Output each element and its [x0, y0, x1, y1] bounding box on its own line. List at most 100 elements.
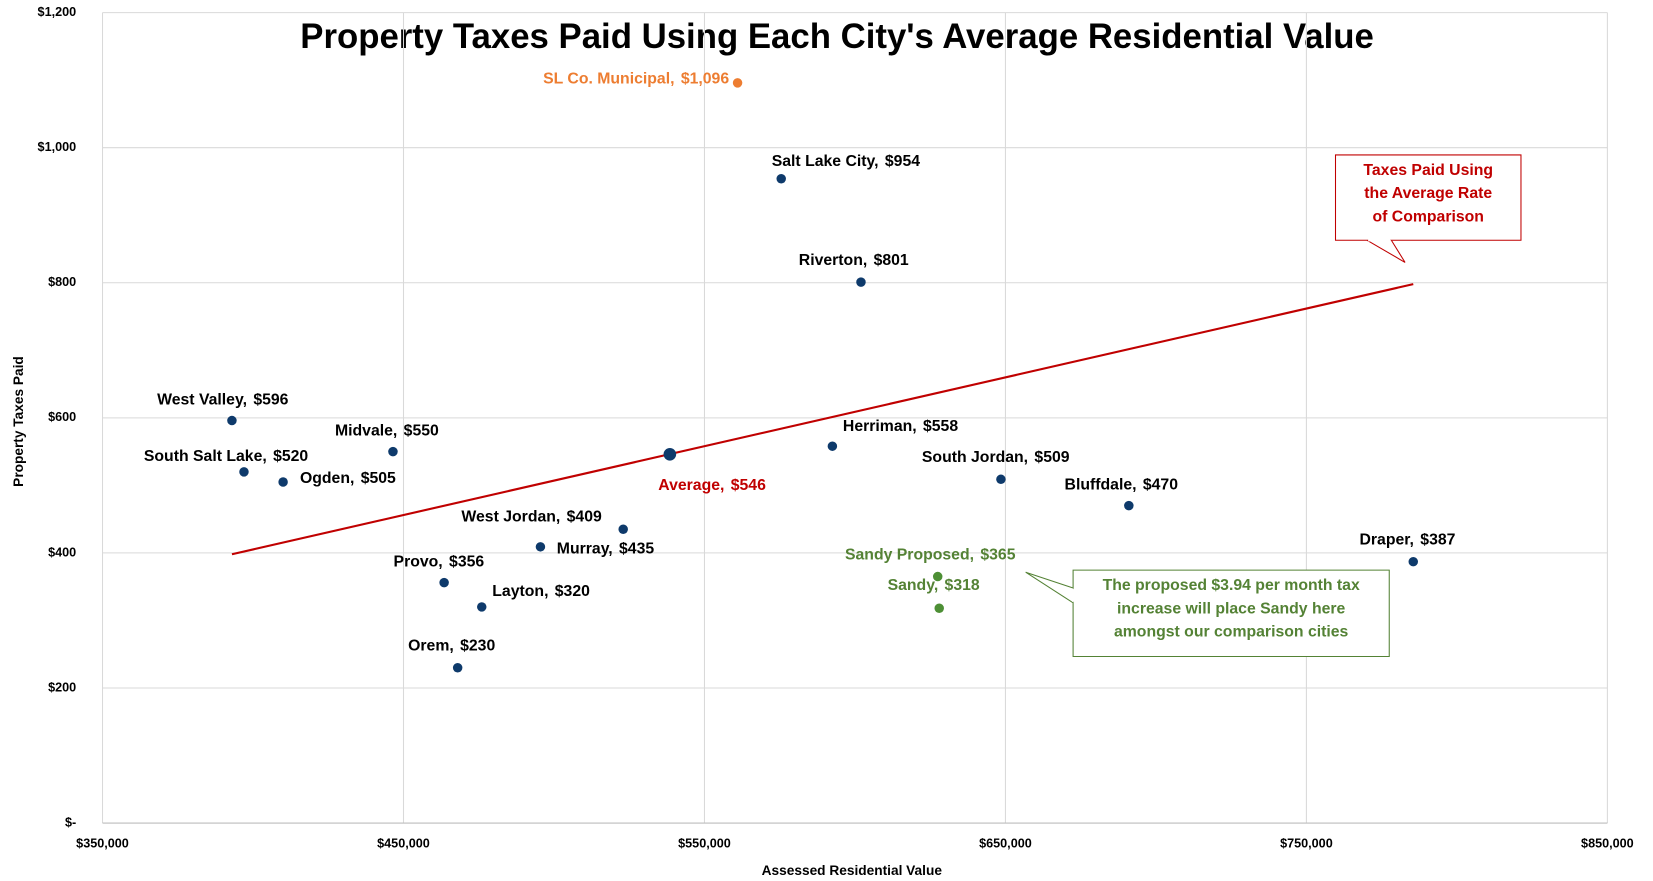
point — [996, 474, 1006, 485]
data-label: South Jordan, $509 — [922, 449, 1070, 466]
point-name: Sandy, — [888, 577, 939, 594]
value-label: $509 — [1034, 449, 1069, 466]
point — [1408, 556, 1419, 567]
data-label: Layton, $320 — [492, 583, 590, 600]
y-axis-label: Property Taxes Paid — [11, 356, 26, 487]
data-label: Average, $546 — [658, 477, 766, 494]
point-name: Bluffdale, — [1065, 477, 1137, 494]
callout-box — [1072, 569, 1390, 658]
point — [663, 447, 677, 461]
point — [278, 477, 288, 487]
callout-box — [1334, 154, 1522, 241]
x-axis-label: Assessed Residential Value — [762, 863, 943, 878]
point-name: Midvale, — [335, 423, 397, 440]
trend-line — [231, 283, 1414, 556]
data-label: West Valley, $596 — [157, 392, 289, 409]
value-label: $550 — [404, 423, 439, 440]
value-label: $365 — [980, 547, 1015, 564]
y-tick-label: $1,200 — [38, 5, 77, 19]
x-tick-label: $650,000 — [979, 836, 1032, 850]
value-label: $435 — [619, 540, 654, 557]
value-label: $470 — [1143, 477, 1178, 494]
value-label: $230 — [460, 638, 495, 655]
x-tick-label: $350,000 — [76, 836, 129, 850]
y-tick-label: $800 — [48, 275, 76, 289]
annotation-text: The proposed $3.94 per month tax — [1103, 577, 1360, 594]
value-label: $409 — [567, 508, 602, 525]
value-label: $320 — [555, 583, 590, 600]
data-label: Sandy, $318 — [888, 577, 980, 594]
point — [535, 542, 546, 552]
value-label: $387 — [1420, 532, 1455, 549]
value-label: $318 — [945, 577, 980, 594]
point — [934, 603, 944, 614]
value-label: $505 — [361, 470, 396, 487]
point — [239, 467, 249, 477]
value-label: $356 — [449, 554, 484, 571]
data-label: Bluffdale, $470 — [1065, 477, 1179, 494]
point-name: Murray, — [557, 540, 613, 557]
x-tick-label: $850,000 — [1581, 836, 1634, 850]
point — [856, 277, 866, 287]
annotation-text: amongst our comparison cities — [1114, 623, 1349, 640]
data-label: Midvale, $550 — [335, 423, 439, 440]
y-tick-label: $400 — [48, 545, 76, 559]
point-name: Ogden, — [300, 470, 354, 487]
callout-pointer — [1366, 239, 1406, 263]
data-label: South Salt Lake, $520 — [144, 448, 309, 465]
point-name: Draper, — [1360, 532, 1414, 549]
data-label: Sandy Proposed, $365 — [845, 547, 1016, 564]
point — [827, 441, 838, 451]
point — [1124, 500, 1134, 511]
y-tick-label: $600 — [48, 410, 76, 424]
point — [227, 415, 237, 426]
point-name: Provo, — [394, 554, 443, 571]
point — [732, 78, 743, 88]
point-name: South Jordan, — [922, 449, 1028, 466]
value-label: $596 — [253, 392, 288, 409]
value-label: $954 — [885, 153, 920, 170]
point-name: West Valley, — [157, 392, 247, 409]
annotation-text: Taxes Paid Using — [1363, 162, 1493, 179]
x-tick-label: $750,000 — [1280, 836, 1333, 850]
point-name: Average, — [658, 477, 724, 494]
point-name: Herriman, — [843, 418, 917, 435]
point — [388, 446, 398, 457]
value-label: $1,096 — [681, 71, 730, 88]
data-label: Salt Lake City, $954 — [772, 153, 921, 170]
annotation-text: increase will place Sandy here — [1117, 600, 1346, 617]
point — [439, 577, 449, 588]
point-name: Sandy Proposed, — [845, 547, 974, 564]
data-label: West Jordan, $409 — [461, 508, 602, 525]
point-name: South Salt Lake, — [144, 448, 267, 465]
point-name: Orem, — [408, 638, 454, 655]
y-tick-label: $- — [65, 815, 76, 829]
point — [776, 174, 786, 184]
x-tick-label: $550,000 — [678, 836, 731, 850]
data-label: Orem, $230 — [408, 638, 495, 655]
data-label: Provo, $356 — [394, 554, 485, 571]
value-label: $520 — [273, 448, 308, 465]
data-label: Herriman, $558 — [843, 418, 958, 435]
value-label: $801 — [874, 252, 909, 269]
y-tick-label: $1,000 — [38, 140, 77, 154]
point-name: West Jordan, — [461, 508, 560, 525]
data-label: SL Co. Municipal, $1,096 — [543, 71, 729, 88]
data-label: Draper, $387 — [1360, 532, 1456, 549]
chart-title: Property Taxes Paid Using Each City's Av… — [300, 18, 1374, 56]
point — [477, 602, 487, 612]
value-label: $546 — [731, 477, 766, 494]
y-tick-label: $200 — [48, 680, 76, 694]
data-label: Riverton, $801 — [799, 252, 909, 269]
annotation-text: the Average Rate — [1364, 185, 1492, 202]
point-name: Riverton, — [799, 252, 867, 269]
data-label: Murray, $435 — [557, 540, 655, 557]
annotation-text: of Comparison — [1373, 208, 1484, 225]
x-tick-label: $450,000 — [377, 836, 430, 850]
point — [932, 571, 943, 582]
point-name: Salt Lake City, — [772, 153, 879, 170]
value-label: $558 — [923, 418, 958, 435]
point-name: SL Co. Municipal, — [543, 71, 674, 88]
data-label: Ogden, $505 — [300, 470, 396, 487]
